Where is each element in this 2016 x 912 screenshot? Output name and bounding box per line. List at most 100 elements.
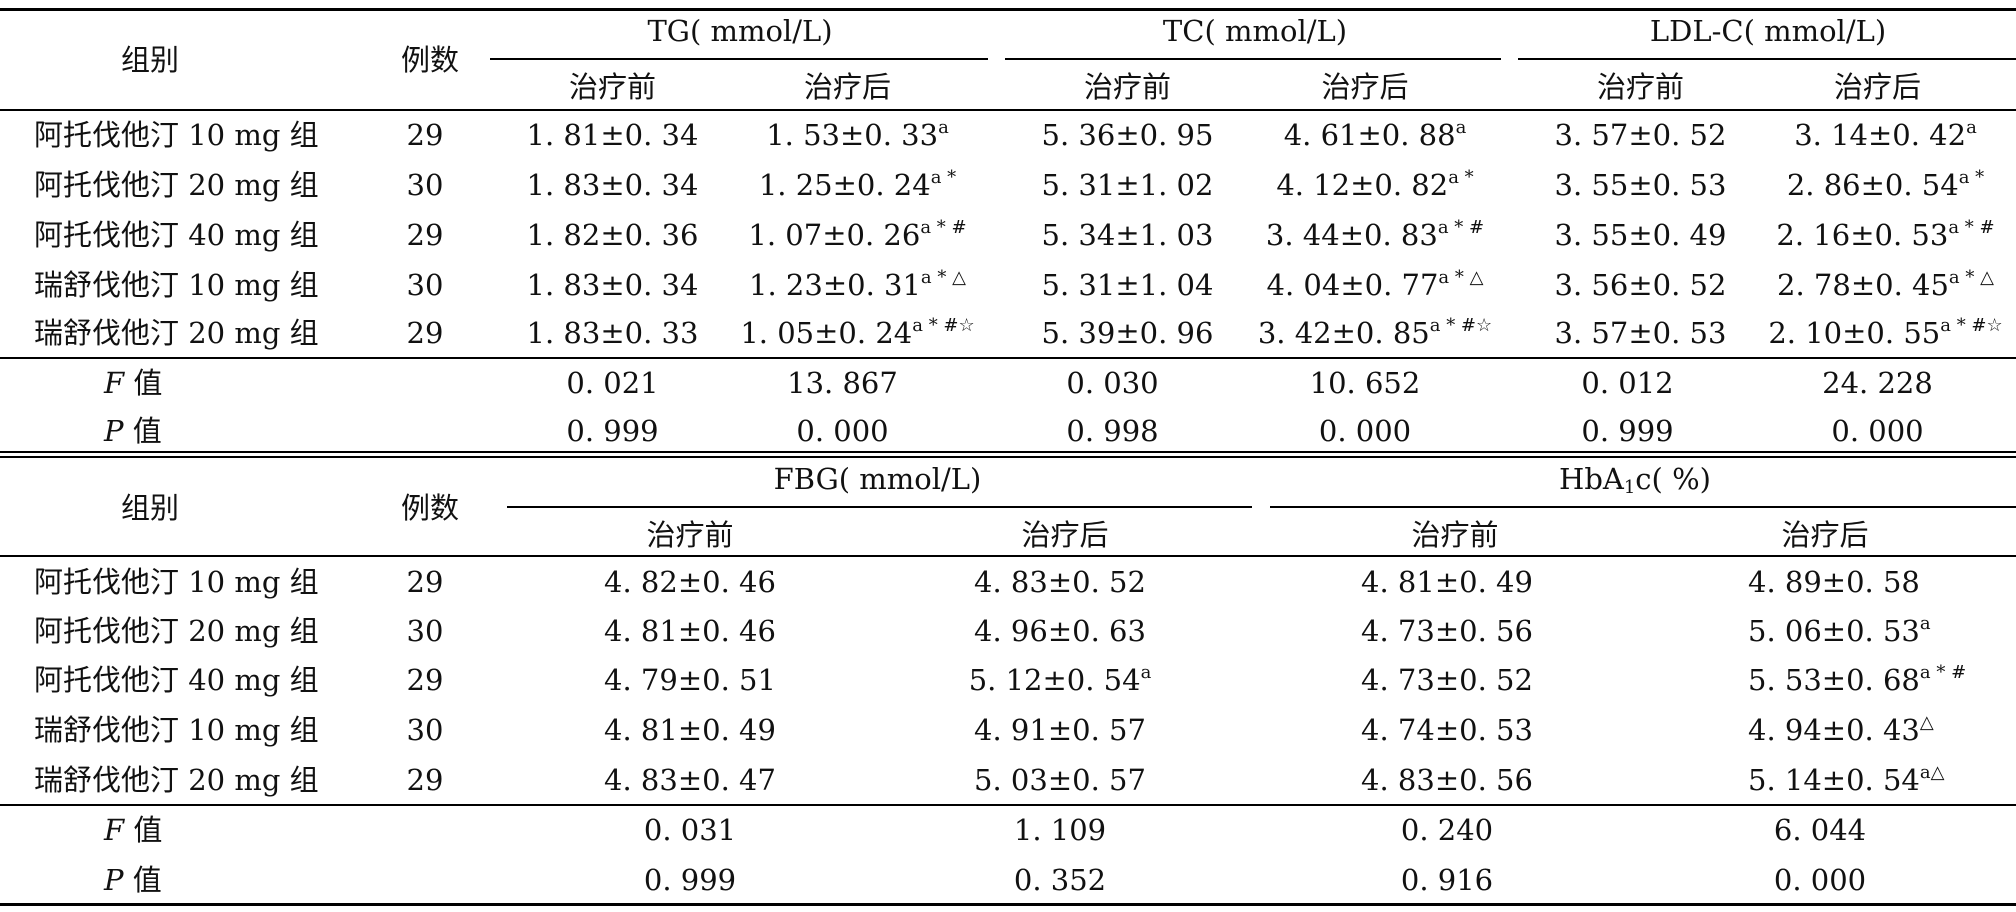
table1-cell: 1. 83±0. 34 <box>526 268 699 302</box>
table2-f-value: 1. 109 <box>1013 813 1107 847</box>
table1-row-name: 阿托伐他汀 10 mg 组 <box>34 118 319 152</box>
table2-cell: 5. 53±0. 68a * # <box>1748 662 1967 697</box>
table1-col-group: 组别 <box>120 43 179 77</box>
table1-row-n: 30 <box>406 268 444 302</box>
table2-cell: 4. 82±0. 46 <box>604 565 776 599</box>
table2-row-n: 29 <box>406 663 444 697</box>
table2-row-n: 29 <box>406 763 444 797</box>
table2-col-group: 组别 <box>120 491 179 525</box>
table1-p-value: 0. 000 <box>1318 414 1412 448</box>
table1-cell: 5. 36±0. 95 <box>1041 118 1214 152</box>
table1-cell: 4. 04±0. 77a * △ <box>1266 267 1484 302</box>
table1-sub-tg-before: 治疗前 <box>568 70 656 104</box>
table1-group-ldl: LDL-C( mmol/L) <box>1649 14 1887 48</box>
table1-p-value: 0. 000 <box>1831 414 1924 448</box>
table1-body-rule <box>0 357 2016 359</box>
table2-cell: 4. 81±0. 49 <box>604 713 776 747</box>
table2-p-value: 0. 000 <box>1773 863 1867 897</box>
table1-cell: 4. 12±0. 82a * <box>1276 167 1474 202</box>
table-separator-rule-a <box>0 451 2016 453</box>
table1-sub-tc-before: 治疗前 <box>1083 70 1171 104</box>
table1-cell: 5. 39±0. 96 <box>1041 316 1214 350</box>
table1-f-value: 0. 012 <box>1581 366 1674 400</box>
table1-col-n: 例数 <box>400 43 459 77</box>
table2-cell: 5. 12±0. 54a <box>968 662 1152 697</box>
table1-group-tg-underline <box>490 58 988 60</box>
table1-cell: 1. 25±0. 24a * <box>758 167 957 202</box>
table1-cell: 3. 55±0. 49 <box>1554 218 1727 252</box>
table2-cell: 4. 73±0. 52 <box>1361 663 1533 697</box>
table1-sub-ldl-after: 治疗后 <box>1833 70 1921 104</box>
table1-p-value: 0. 999 <box>1581 414 1674 448</box>
table2-sub-hba1c-after: 治疗后 <box>1781 518 1869 552</box>
table2-group-hba1c: HbA1c( %) <box>1559 462 1711 498</box>
table1-f-value: 10. 652 <box>1309 366 1421 400</box>
table1-p-value: 0. 999 <box>566 414 659 448</box>
table2-cell: 4. 96±0. 63 <box>974 614 1146 648</box>
table1-row-n: 29 <box>406 218 444 252</box>
table2-f-value: 0. 031 <box>643 813 737 847</box>
table1-cell: 1. 82±0. 36 <box>526 218 699 252</box>
table1-group-tg: TG( mmol/L) <box>647 14 833 48</box>
table1-cell: 1. 53±0. 33a <box>766 117 949 152</box>
table2-row-n: 30 <box>406 614 444 648</box>
table1-cell: 2. 16±0. 53a * # <box>1776 217 1995 252</box>
table1-row-name: 阿托伐他汀 40 mg 组 <box>34 218 319 252</box>
table2-row-n: 29 <box>406 565 444 599</box>
table-separator-rule-b <box>0 456 2016 458</box>
table1-cell: 3. 57±0. 52 <box>1554 118 1727 152</box>
table1-row-n: 29 <box>406 118 444 152</box>
table2-cell: 5. 14±0. 54a△ <box>1748 762 1945 797</box>
table2-group-fbg: FBG( mmol/L) <box>773 462 982 496</box>
table2-cell: 5. 03±0. 57 <box>974 763 1146 797</box>
table2-group-fbg-underline <box>507 506 1252 508</box>
table1-cell: 3. 14±0. 42a <box>1794 117 1977 152</box>
table1-cell: 1. 83±0. 34 <box>526 168 699 202</box>
table2-cell: 4. 74±0. 53 <box>1361 713 1533 747</box>
table1-f-value: 0. 021 <box>566 366 659 400</box>
table2-cell: 4. 83±0. 56 <box>1361 763 1533 797</box>
table1-sub-tg-after: 治疗后 <box>803 70 891 104</box>
table1-p-value: 0. 998 <box>1066 414 1159 448</box>
table1-cell: 3. 56±0. 52 <box>1554 268 1727 302</box>
table2-p-value: 0. 999 <box>643 863 737 897</box>
table2-p-label: P 值 <box>104 863 162 897</box>
table1-row-name: 阿托伐他汀 20 mg 组 <box>34 168 319 202</box>
top-rule <box>0 8 2016 11</box>
table1-sub-ldl-before: 治疗前 <box>1596 70 1684 104</box>
table1-cell: 5. 31±1. 04 <box>1041 268 1214 302</box>
bottom-rule <box>0 903 2016 906</box>
table1-cell: 1. 81±0. 34 <box>526 118 699 152</box>
table1-f-value: 13. 867 <box>787 366 898 400</box>
table1-f-value: 0. 030 <box>1066 366 1159 400</box>
table2-p-value: 0. 352 <box>1013 863 1107 897</box>
table1-header-rule <box>0 109 2016 111</box>
table1-p-value: 0. 000 <box>796 414 889 448</box>
table2-row-n: 30 <box>406 713 444 747</box>
table2-cell: 4. 81±0. 49 <box>1361 565 1533 599</box>
table1-cell: 3. 44±0. 83a * # <box>1265 217 1485 252</box>
table2-f-label: F 值 <box>104 813 163 847</box>
table2-cell: 4. 81±0. 46 <box>604 614 776 648</box>
table1-row-n: 30 <box>406 168 444 202</box>
table1-cell: 5. 34±1. 03 <box>1041 218 1214 252</box>
table1-cell: 3. 55±0. 53 <box>1554 168 1727 202</box>
table2-group-hba1c-underline <box>1270 506 2016 508</box>
table2-row-name: 阿托伐他汀 10 mg 组 <box>34 565 319 599</box>
table1-row-n: 29 <box>406 316 444 350</box>
table2-header-rule <box>0 555 2016 557</box>
table1-cell: 1. 23±0. 31a * △ <box>749 267 966 302</box>
table1-f-label: F 值 <box>104 366 163 400</box>
table2-sub-fbg-before: 治疗前 <box>646 518 734 552</box>
table2-cell: 4. 83±0. 52 <box>974 565 1146 599</box>
table1-cell: 5. 31±1. 02 <box>1041 168 1214 202</box>
table2-row-name: 阿托伐他汀 40 mg 组 <box>34 663 319 697</box>
table1-group-ldl-underline <box>1518 58 2016 60</box>
table2-cell: 4. 94±0. 43△ <box>1748 712 1934 747</box>
table2-cell: 4. 73±0. 56 <box>1361 614 1533 648</box>
table2-row-name: 瑞舒伐他汀 20 mg 组 <box>34 763 319 797</box>
table2-cell: 4. 91±0. 57 <box>974 713 1146 747</box>
table1-group-tc-underline <box>1005 58 1501 60</box>
table1-row-name: 瑞舒伐他汀 10 mg 组 <box>34 268 319 302</box>
table1-cell: 3. 42±0. 85a * #☆ <box>1257 315 1493 350</box>
